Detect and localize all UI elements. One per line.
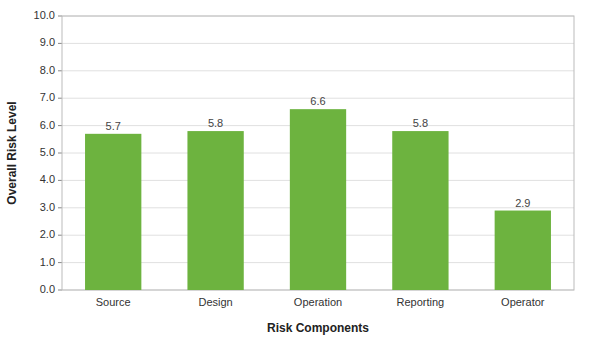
y-tick-label: 10.0 bbox=[34, 9, 55, 21]
data-label: 5.7 bbox=[106, 120, 121, 132]
grid-line bbox=[62, 43, 574, 44]
data-labels: 5.7 5.8 6.6 5.8 2.9 bbox=[106, 95, 531, 208]
y-tick bbox=[58, 290, 62, 291]
plot-frame bbox=[62, 16, 574, 290]
y-tick-label: 0.0 bbox=[40, 283, 55, 295]
y-axis-label: Overall Risk Level bbox=[5, 101, 19, 204]
data-label: 5.8 bbox=[208, 117, 223, 129]
y-tick bbox=[58, 98, 62, 99]
x-tick-label: Operation bbox=[294, 296, 342, 308]
bar bbox=[392, 131, 448, 290]
data-label: 2.9 bbox=[515, 197, 530, 209]
grid bbox=[62, 16, 574, 290]
bar bbox=[495, 211, 551, 290]
y-tick bbox=[58, 180, 62, 181]
y-tick-label: 3.0 bbox=[40, 201, 55, 213]
x-tick-label: Design bbox=[198, 296, 232, 308]
y-tick-label: 6.0 bbox=[40, 119, 55, 131]
y-tick bbox=[58, 16, 62, 17]
chart-container: 0.0 1.0 2.0 3.0 4.0 5.0 6.0 7.0 8.0 9.0 10.0 Source… bbox=[0, 0, 590, 342]
bars bbox=[85, 109, 551, 290]
x-axis-label: Risk Components bbox=[267, 321, 369, 335]
y-tick bbox=[58, 70, 62, 71]
y-tick-label: 7.0 bbox=[40, 91, 55, 103]
bar bbox=[187, 131, 243, 290]
grid-line bbox=[62, 70, 574, 71]
y-tick-label: 1.0 bbox=[40, 256, 55, 268]
bar bbox=[290, 109, 346, 290]
bar bbox=[85, 134, 141, 290]
y-tick-label: 8.0 bbox=[40, 64, 55, 76]
y-tick bbox=[58, 125, 62, 126]
y-tick bbox=[58, 153, 62, 154]
x-tick-label: Reporting bbox=[397, 296, 445, 308]
y-tick-label: 2.0 bbox=[40, 228, 55, 240]
y-tick-label: 9.0 bbox=[40, 36, 55, 48]
y-tick bbox=[58, 207, 62, 208]
y-tick bbox=[58, 262, 62, 263]
axes: 0.0 1.0 2.0 3.0 4.0 5.0 6.0 7.0 8.0 9.0 10.0 Source… bbox=[34, 9, 574, 308]
y-tick-label: 5.0 bbox=[40, 146, 55, 158]
x-tick-label: Operator bbox=[501, 296, 545, 308]
data-label: 6.6 bbox=[310, 95, 325, 107]
y-tick-label: 4.0 bbox=[40, 173, 55, 185]
x-tick-label: Source bbox=[96, 296, 131, 308]
y-tick bbox=[58, 235, 62, 236]
data-label: 5.8 bbox=[413, 117, 428, 129]
y-tick bbox=[58, 43, 62, 44]
chart: 0.0 1.0 2.0 3.0 4.0 5.0 6.0 7.0 8.0 9.0 10.0 Source… bbox=[0, 0, 590, 342]
